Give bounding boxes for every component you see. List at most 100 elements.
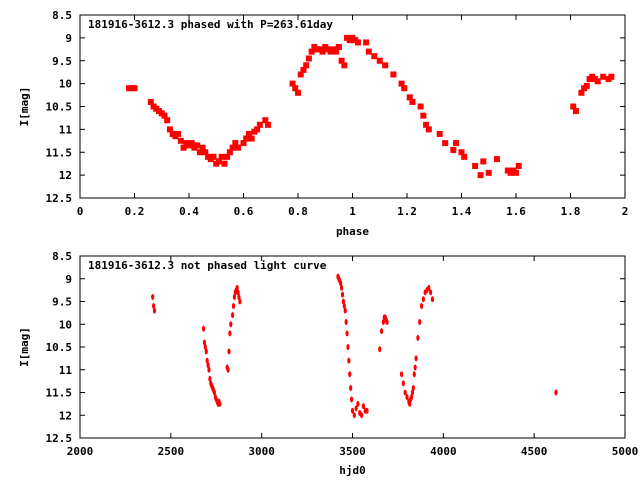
- data-point: [308, 48, 315, 55]
- data-point: [399, 371, 404, 378]
- data-point: [151, 293, 155, 300]
- y-tick-label: 9.5: [52, 296, 72, 309]
- y-tick-label: 10: [59, 78, 72, 91]
- data-point: [340, 291, 345, 298]
- data-point: [231, 312, 235, 319]
- data-point: [207, 366, 211, 373]
- data-point: [349, 396, 354, 403]
- data-point: [608, 73, 615, 80]
- y-tick-label: 11: [59, 364, 73, 377]
- data-point: [343, 307, 347, 314]
- data-point: [161, 112, 168, 119]
- data-point: [406, 94, 413, 101]
- data-point: [228, 330, 232, 337]
- y-tick-label: 11: [59, 123, 73, 136]
- data-point: [131, 85, 138, 92]
- data-point: [477, 172, 484, 179]
- data-point: [450, 146, 457, 153]
- data-point: [340, 284, 344, 291]
- data-point: [245, 130, 252, 137]
- data-point: [237, 293, 241, 300]
- data-point: [594, 78, 601, 85]
- x-tick-label: 1: [349, 205, 356, 218]
- data-point: [405, 394, 409, 401]
- data-point: [401, 85, 408, 92]
- x-tick-label: 3000: [248, 445, 275, 458]
- data-point: [151, 303, 156, 310]
- x-tick-label: 5000: [612, 445, 639, 458]
- data-point: [382, 62, 389, 69]
- data-point: [341, 62, 348, 69]
- y-tick-label: 8.5: [52, 9, 72, 22]
- data-point: [423, 121, 430, 128]
- data-point: [194, 142, 201, 149]
- data-point: [365, 48, 372, 55]
- data-point: [427, 284, 431, 291]
- data-point: [215, 158, 222, 165]
- x-tick-label: 0.8: [288, 205, 308, 218]
- x-tick-label: 0.4: [179, 205, 199, 218]
- data-point: [442, 140, 449, 147]
- data-point: [403, 389, 407, 396]
- data-point: [376, 57, 383, 64]
- data-point: [243, 135, 250, 142]
- x-tick-label: 1.4: [452, 205, 472, 218]
- data-point: [409, 394, 414, 401]
- data-point: [177, 137, 184, 144]
- data-point: [295, 89, 301, 96]
- data-point: [231, 303, 236, 310]
- data-point: [227, 348, 231, 355]
- data-point: [378, 346, 382, 353]
- data-point: [429, 289, 433, 296]
- data-point: [224, 153, 231, 160]
- data-point: [420, 112, 427, 119]
- data-point: [409, 98, 416, 105]
- data-point: [379, 328, 384, 335]
- data-point: [164, 117, 171, 124]
- data-point: [265, 121, 272, 128]
- data-point: [583, 82, 590, 89]
- x-tick-label: 1.6: [506, 205, 526, 218]
- data-point: [390, 71, 397, 78]
- y-tick-label: 8.5: [52, 250, 72, 263]
- x-tick-label: 2500: [158, 445, 185, 458]
- data-point: [338, 57, 345, 64]
- data-point: [425, 126, 432, 133]
- data-point: [201, 325, 206, 332]
- data-point: [188, 140, 195, 147]
- y-tick-label: 12.5: [46, 432, 73, 445]
- data-point: [218, 400, 222, 407]
- plot-title: 181916-3612.3 not phased light curve: [88, 259, 327, 272]
- plot-title: 181916-3612.3 phased with P=263.61day: [88, 18, 333, 31]
- y-tick-label: 11.5: [46, 387, 73, 400]
- data-point: [515, 162, 522, 169]
- data-point: [356, 400, 360, 407]
- data-point: [235, 284, 239, 291]
- x-tick-label: 0.2: [125, 205, 145, 218]
- data-point: [385, 318, 389, 325]
- data-point: [212, 389, 217, 396]
- data-point: [472, 162, 479, 169]
- data-point: [208, 375, 212, 382]
- data-point: [480, 158, 487, 165]
- data-point: [335, 44, 342, 51]
- x-axis-title: hjd0: [339, 464, 366, 477]
- data-point: [361, 403, 365, 410]
- data-point: [196, 149, 203, 156]
- data-point: [175, 130, 182, 137]
- unphased-light-curve-plot: 2000 2500 3000 3500 4000 4500 5000 8.5 9 9.5 10 10.…: [18, 250, 638, 477]
- y-tick-label: 9: [65, 32, 72, 45]
- data-point: [229, 144, 236, 151]
- data-point: [262, 117, 269, 124]
- y-tick-label: 10.5: [46, 101, 73, 114]
- x-tick-label: 0.6: [234, 205, 254, 218]
- data-point: [206, 362, 210, 369]
- data-point: [180, 144, 187, 151]
- data-point: [229, 321, 233, 328]
- data-point: [210, 153, 217, 160]
- data-point: [414, 355, 418, 362]
- data-point: [349, 384, 353, 391]
- data-point: [416, 334, 420, 341]
- y-tick-label: 10.5: [46, 341, 73, 354]
